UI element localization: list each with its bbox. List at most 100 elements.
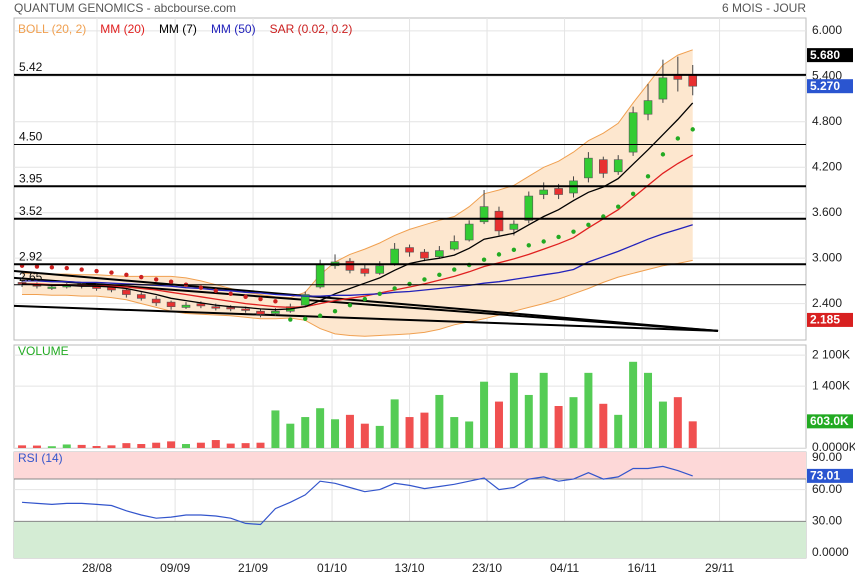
candle-body [256,310,265,315]
sar-dot [630,191,636,196]
panel-content [14,345,806,448]
sar-dot [407,281,412,287]
panel-content [14,452,806,558]
volume-bar [286,423,295,448]
candle-body [375,265,385,274]
volume-bar [673,397,682,448]
price-marker-label: 5.270 [810,79,840,93]
candle-body [628,112,638,153]
candle-body [300,294,310,306]
candle-body [599,159,608,174]
price-marker-label: 5.680 [810,48,840,62]
candle-body [390,248,399,265]
sar-dot [481,257,487,262]
sar-dot [213,288,219,293]
y-tick-label: 90.00 [812,450,842,464]
sar-dot [601,214,606,219]
price-marker-label: 603.0K [810,414,849,428]
y-tick-label: 0.0000 [812,545,849,559]
volume-bar [375,425,384,448]
sar-dot [526,243,531,248]
sar-dot [94,268,99,274]
price-marker [807,79,853,94]
candle-body [271,310,280,314]
sar-dot [79,267,84,272]
candle-body [405,247,414,253]
trend-line [14,276,719,332]
volume-bar [122,443,131,448]
y-tick-label: 1 400K [812,378,850,392]
candle-body [345,260,355,271]
price-marker-label: 2.185 [810,313,840,327]
volume-bar [345,414,354,448]
candle-body [449,241,459,250]
x-tick-label: 28/08 [82,561,112,575]
volume-bar [211,440,220,448]
sar-dot [317,313,323,318]
sar-dot [496,252,502,257]
sar-dot [541,239,546,244]
candle-body [151,298,161,304]
sar-dot [422,277,427,282]
candle-body [360,268,370,274]
y-tick-label: 5.400 [812,69,842,83]
volume-bar [360,423,369,448]
chart-subtitle: 6 MOIS - JOUR [722,1,806,15]
candle-body [435,250,444,257]
volume-bar [241,443,250,448]
legend-entry: MM (50) [211,22,256,36]
volume-bar [614,414,623,448]
x-tick-label: 21/09 [238,561,268,575]
level-label: 2.92 [19,249,43,263]
candle-body [464,223,474,241]
volume-bar [331,419,340,448]
volume-bar [390,399,399,448]
trend-line [14,304,719,332]
volume-bar [480,381,489,448]
volume-bar [584,372,593,448]
level-label: 2.65 [19,270,43,284]
volume-bar [658,401,667,448]
volume-bar [405,417,414,448]
candle-body [136,294,146,299]
price-marker [807,312,853,327]
y-tick-label: 2 100K [812,347,850,361]
sar-dot [243,294,248,300]
volume-bar [494,401,503,448]
sar-dot [258,296,263,302]
candle-body [509,223,519,230]
sar-dot [660,152,666,157]
sar-dot [49,265,55,270]
legend-entry: MM (20) [100,22,145,36]
volume-bar [92,446,101,448]
sar-dot [332,309,338,314]
candle-body [122,289,131,295]
candle-body [315,263,325,288]
sar-dot [34,264,40,269]
candle-body [494,210,504,232]
volume-bar [256,442,265,448]
x-tick-label: 23/10 [472,561,502,575]
moving-average [21,102,694,311]
sar-dot [437,272,442,278]
candle-body [226,307,236,310]
volume-bar [688,421,697,448]
candle-body [47,286,57,289]
candle-body [584,157,593,179]
sar-dot [616,204,621,209]
volume-bar [107,445,116,448]
chart-title: QUANTUM GENOMICS - abcbourse.com [14,1,236,15]
sar-dot [675,136,681,141]
sar-dot [377,291,382,296]
level-label: 3.95 [19,171,43,185]
legend-entry: SAR (0.02, 0.2) [270,22,353,36]
sar-dot [153,277,159,282]
volume-bar [420,412,429,448]
volume-bar [629,361,638,448]
sar-dot [571,229,576,234]
oversold-zone [14,521,806,558]
candle-body [643,100,653,115]
sar-dot [124,272,129,278]
volume-bar [167,441,176,448]
price-marker [807,414,853,429]
